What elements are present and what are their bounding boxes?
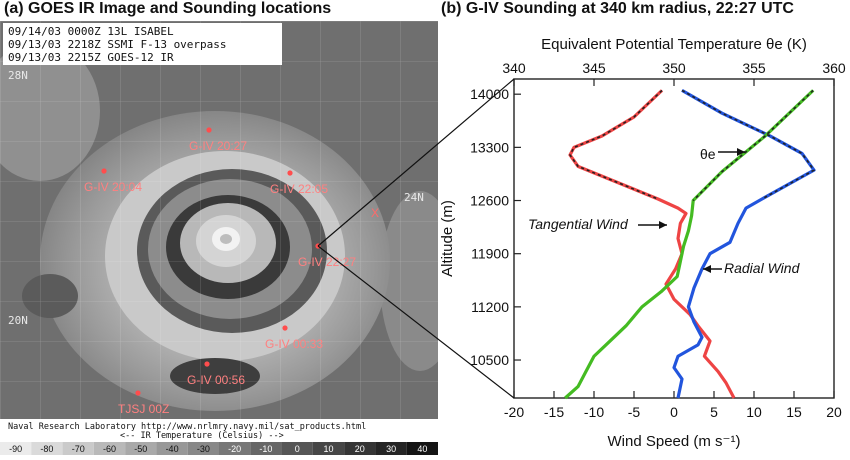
dashed-overlay: [692, 89, 814, 202]
header-line: 09/13/03 2215Z GOES-12 IR: [8, 51, 174, 64]
header-line: 09/14/03 0000Z 13L ISABEL: [8, 25, 174, 38]
x2-tick-label: 345: [582, 60, 606, 76]
sounding-label: TJSJ 00Z: [118, 402, 169, 416]
annotation-arrowhead: [659, 221, 667, 229]
annotation-label: θe: [700, 146, 716, 162]
sounding-dot: [101, 168, 107, 174]
lat-label: 24N: [404, 191, 424, 204]
colorbar-caption: <-- IR Temperature (Celsius) -->: [120, 431, 284, 441]
series-line: [564, 89, 815, 400]
x-tick-label: -5: [628, 404, 641, 420]
sounding-dot: [206, 127, 212, 133]
sounding-dot: [315, 243, 321, 249]
colorbar-swatch: [250, 442, 282, 455]
colorbar-swatch: [62, 442, 94, 455]
x-tick-label: -10: [584, 404, 604, 420]
colorbar-tick-label: -10: [259, 444, 272, 454]
y-tick-label: 11200: [471, 299, 509, 315]
x-axis-label: Wind Speed (m s⁻¹): [608, 433, 741, 450]
sounding-label: G-IV 00:33: [265, 337, 323, 351]
colorbar-swatch: [375, 442, 407, 455]
colorbar-swatch: [125, 442, 157, 455]
colorbar-tick-label: -60: [103, 444, 116, 454]
x-tick-label: 20: [826, 404, 842, 420]
sounding-dot: [135, 390, 141, 396]
panel-a-title: (a) GOES IR Image and Sounding locations: [4, 0, 332, 17]
colorbar-swatch: [0, 442, 32, 455]
y-tick-label: 13300: [470, 139, 509, 155]
colorbar-tick-label: 20: [355, 444, 365, 454]
colorbar-swatch: [406, 442, 438, 455]
sounding-dot: [287, 170, 293, 176]
sounding-label: G-IV 20:27: [189, 139, 247, 153]
dashed-overlay: [569, 89, 663, 200]
x2-tick-label: 340: [502, 60, 526, 76]
colorbar-swatch: [93, 442, 126, 455]
colorbar-swatch: [31, 442, 63, 455]
y-tick-label: 14000: [470, 86, 509, 102]
colorbar-tick-label: 10: [323, 444, 333, 454]
sounding-label: G-IV 22:27: [298, 255, 356, 269]
lat-label: 28N: [8, 69, 28, 82]
x-tick-label: 0: [670, 404, 678, 420]
x2-tick-label: 355: [742, 60, 766, 76]
series-line: [672, 89, 816, 399]
colorbar-tick-label: 40: [417, 444, 427, 454]
y-tick-label: 10500: [470, 352, 509, 368]
colorbar-swatch: [344, 442, 376, 455]
x2-tick-label: 360: [822, 60, 846, 76]
colorbar-tick-label: -30: [197, 444, 210, 454]
sounding-label: G-IV 22:05: [270, 182, 328, 196]
colorbar-swatch: [187, 442, 219, 455]
colorbar-tick-label: 0: [295, 444, 300, 454]
colorbar-tick-label: -90: [9, 444, 22, 454]
x-tick-label: -20: [504, 404, 524, 420]
sounding-dot: [204, 361, 210, 367]
colorbar-swatch: [156, 442, 188, 455]
colorbar-swatch: [281, 442, 313, 455]
annotation-label: Radial Wind: [724, 260, 801, 276]
colorbar-tick-label: -80: [40, 444, 53, 454]
header-line: 09/13/03 2218Z SSMI F-13 overpass: [8, 38, 227, 51]
dashed-overlay: [681, 89, 816, 200]
x-tick-label: 5: [710, 404, 718, 420]
annotation-arrowhead: [737, 148, 745, 156]
sounding-dot: [282, 325, 288, 331]
annotation-arrowhead: [703, 265, 711, 273]
footer-credit: Naval Research Laboratory http://www.nrl…: [8, 422, 366, 432]
x2-tick-label: 350: [662, 60, 686, 76]
header-box: [3, 23, 282, 65]
goes-ir-image-panel: 09/14/03 0000Z 13L ISABEL 09/13/03 2218Z…: [0, 21, 460, 455]
y-axis-label: Altitude (m): [439, 200, 456, 277]
ir-colorbar: -90 -80 -70 -60 -50 -40 -30 -20 -10 0 10 20 30 40: [0, 442, 438, 455]
colorbar-tick-label: -40: [166, 444, 179, 454]
colorbar-swatch: [312, 442, 345, 455]
colorbar-tick-label: 30: [386, 444, 396, 454]
annotation-label: Tangential Wind: [528, 216, 629, 232]
x-marker: X: [371, 206, 379, 220]
goes-ir-image: 09/14/03 0000Z 13L ISABEL 09/13/03 2218Z…: [0, 21, 460, 455]
lat-label: 20N: [8, 314, 28, 327]
y-tick-label: 11900: [471, 246, 509, 262]
panel-b-title: (b) G-IV Sounding at 340 km radius, 22:2…: [441, 0, 794, 17]
colorbar-tick-label: -70: [72, 444, 85, 454]
colorbar-tick-label: -50: [134, 444, 147, 454]
lat-lon-grid: [0, 21, 438, 419]
sounding-label: G-IV 00:56: [187, 373, 245, 387]
colorbar-tick-label: -20: [228, 444, 241, 454]
series-line: [568, 89, 736, 399]
plot-frame: [513, 78, 835, 399]
x-tick-label: 10: [746, 404, 762, 420]
y-tick-label: 12600: [470, 193, 509, 209]
x-tick-label: 15: [786, 404, 802, 420]
colorbar-swatch: [219, 442, 251, 455]
sounding-label: G-IV 20:04: [84, 180, 142, 194]
x2-axis-label: Equivalent Potential Temperature θe (K): [541, 36, 807, 53]
x-tick-label: -15: [544, 404, 564, 420]
